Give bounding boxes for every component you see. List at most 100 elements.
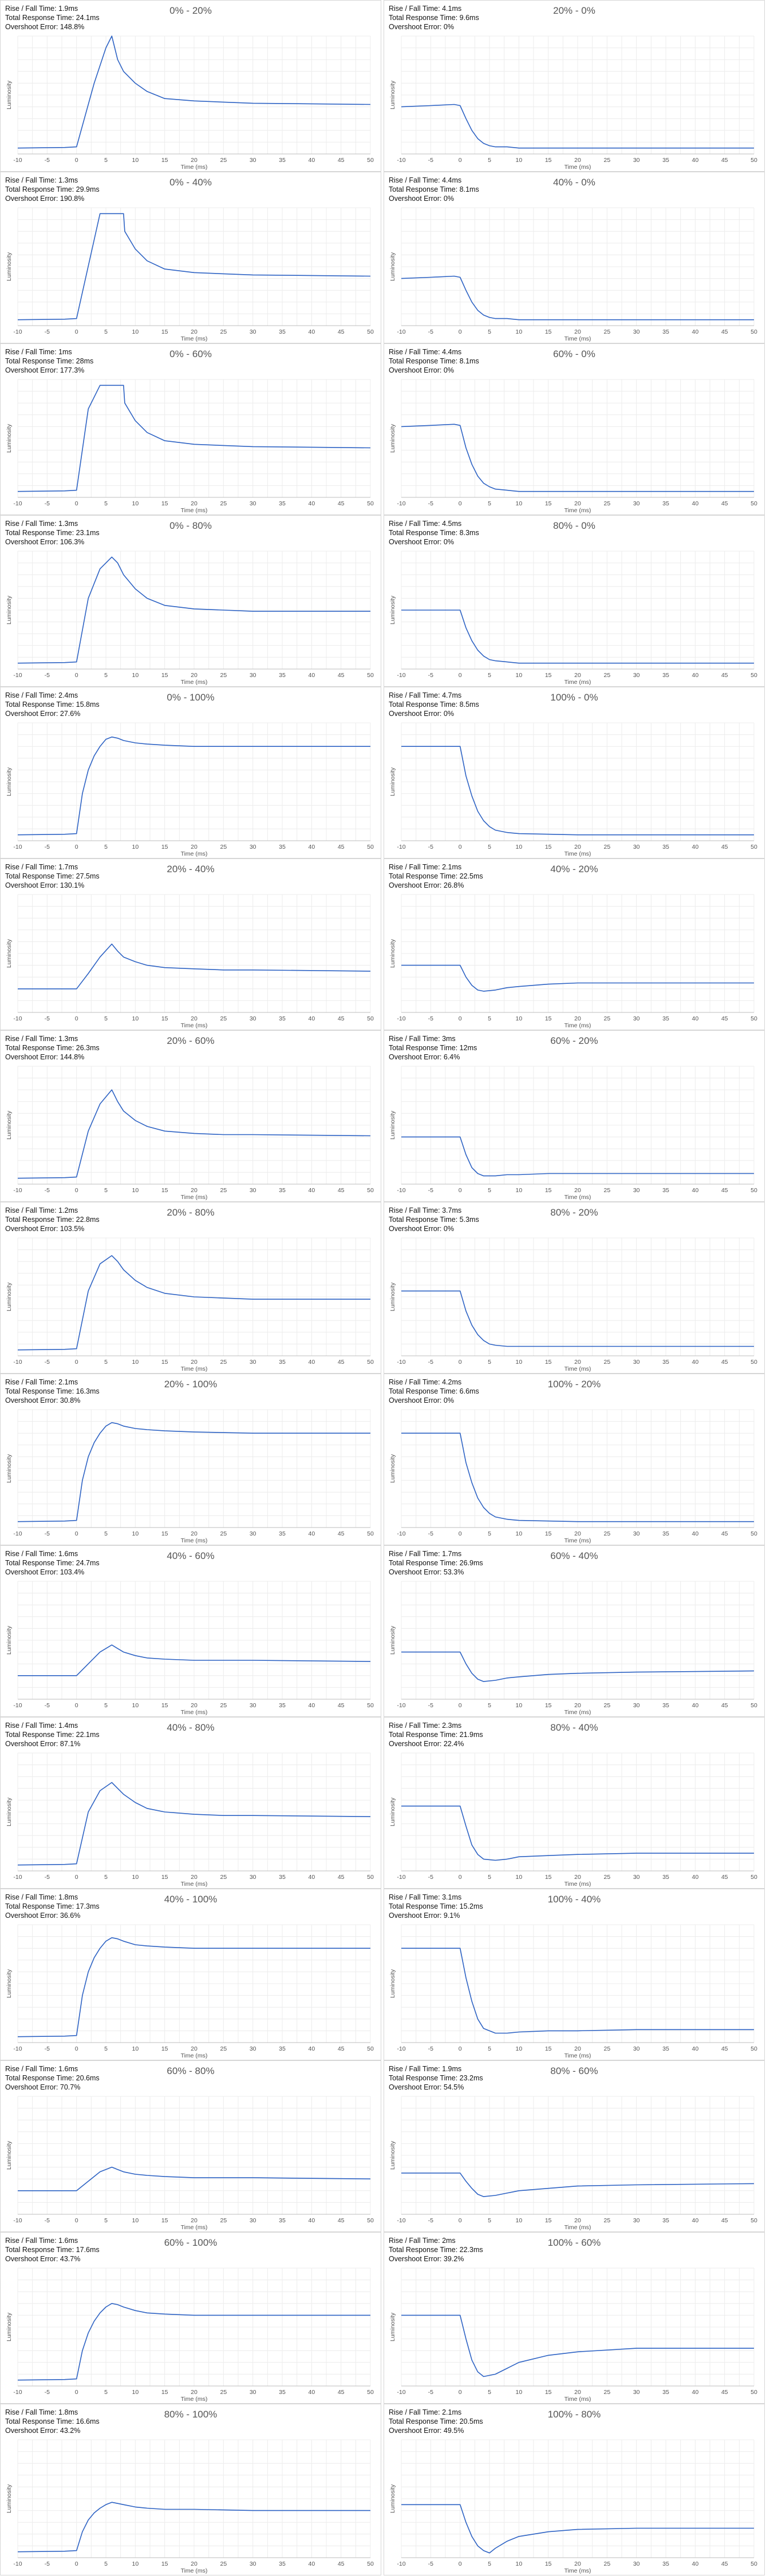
x-tick-label: 20: [574, 2561, 581, 2567]
x-tick-label: 25: [220, 2045, 227, 2052]
x-tick-label: -5: [45, 500, 50, 507]
x-tick-label: 50: [751, 1702, 757, 1709]
x-tick-label: 40: [692, 2389, 698, 2396]
x-tick-label: 5: [104, 844, 108, 850]
x-tick-label: 5: [104, 1702, 108, 1709]
x-tick-label: 45: [721, 844, 728, 850]
x-tick-label: 30: [250, 2217, 256, 2224]
x-tick-label: 40: [692, 1702, 698, 1709]
series-line: [401, 2504, 754, 2554]
stat-total: Total Response Time: 26.3ms: [5, 1044, 100, 1052]
stat-overshoot: Overshoot Error: 103.4%: [5, 1568, 85, 1576]
chart-svg: -10 -5 0 5 10 15 20 25 30 35 40 45 50 Time (ms) Lumino…: [389, 1581, 757, 1716]
chart-panel: Rise / Fall Time: 4.1ms Total Response Ti…: [384, 0, 765, 172]
y-axis-label: Luminosity: [389, 252, 396, 281]
x-tick-label: 5: [104, 329, 108, 335]
stat-total: Total Response Time: 17.3ms: [5, 1902, 100, 1910]
x-tick-label: 35: [279, 672, 286, 679]
x-tick-label: 5: [104, 500, 108, 507]
x-tick-label: 5: [104, 672, 108, 679]
stat-overshoot: Overshoot Error: 6.4%: [389, 1053, 460, 1061]
stats-block: Rise / Fall Time: 1.8ms Total Response Ti…: [5, 1893, 100, 1920]
x-tick-label: 50: [367, 1874, 374, 1881]
stats-block: Rise / Fall Time: 1.7ms Total Response Ti…: [389, 1549, 483, 1577]
x-tick-label: 10: [515, 2217, 522, 2224]
x-tick-label: 20: [191, 1702, 198, 1709]
x-tick-label: 30: [633, 2217, 640, 2224]
x-tick-label: 20: [574, 157, 581, 164]
stat-overshoot: Overshoot Error: 0%: [389, 538, 454, 546]
x-tick-label: 30: [250, 1015, 256, 1022]
y-axis-label: Luminosity: [389, 595, 396, 624]
chart-panel: Rise / Fall Time: 1.2ms Total Response Ti…: [0, 1202, 381, 1374]
x-tick-label: 10: [132, 844, 139, 850]
x-tick-label: 25: [220, 1015, 227, 1022]
x-tick-label: 15: [545, 500, 552, 507]
x-tick-label: 15: [161, 1530, 168, 1537]
chart-panel: Rise / Fall Time: 2.1ms Total Response Ti…: [0, 1374, 381, 1545]
stats-block: Rise / Fall Time: 4.1ms Total Response Ti…: [389, 4, 479, 31]
stat-rise-fall: Rise / Fall Time: 1.9ms: [389, 2065, 462, 2073]
stat-rise-fall: Rise / Fall Time: 2.4ms: [5, 691, 78, 699]
x-tick-label: 50: [367, 157, 374, 164]
x-tick-label: 15: [161, 844, 168, 850]
x-tick-label: 35: [662, 2561, 669, 2567]
chart-svg: -10 -5 0 5 10 15 20 25 30 35 40 45 50 Time (ms) Lumino…: [6, 207, 374, 342]
stat-total: Total Response Time: 22.1ms: [5, 1731, 100, 1739]
x-tick-label: 15: [545, 157, 552, 164]
x-tick-label: 30: [633, 1530, 640, 1537]
x-tick-label: 40: [308, 1874, 315, 1881]
x-axis-label: Time (ms): [564, 335, 591, 342]
y-axis-label: Luminosity: [389, 1797, 396, 1826]
x-tick-label: 50: [367, 2389, 374, 2396]
x-tick-label: 25: [603, 500, 610, 507]
stat-overshoot: Overshoot Error: 106.3%: [5, 538, 85, 546]
x-tick-label: -5: [428, 1530, 433, 1537]
x-tick-label: 15: [545, 1015, 552, 1022]
x-tick-label: 40: [692, 1359, 698, 1366]
x-tick-label: 50: [367, 2217, 374, 2224]
chart-svg: -10 -5 0 5 10 15 20 25 30 35 40 45 50 Time (ms) Lumino…: [6, 2268, 374, 2403]
x-axis-label: Time (ms): [564, 1194, 591, 1201]
stat-total: Total Response Time: 8.5ms: [389, 701, 479, 709]
x-axis-label: Time (ms): [564, 1537, 591, 1544]
stats-block: Rise / Fall Time: 1.9ms Total Response Ti…: [5, 4, 100, 31]
stat-overshoot: Overshoot Error: 0%: [389, 1396, 454, 1404]
series-line: [401, 2173, 755, 2197]
series-line: [17, 35, 371, 149]
x-axis-label: Time (ms): [564, 1022, 591, 1029]
stats-block: Rise / Fall Time: 1.4ms Total Response Ti…: [5, 1721, 100, 1748]
chart-svg: -10 -5 0 5 10 15 20 25 30 35 40 45 50 Time (ms) Lumino…: [6, 35, 374, 171]
x-axis-label: Time (ms): [181, 679, 208, 686]
x-tick-label: 25: [603, 672, 610, 679]
series-line: [17, 2502, 370, 2553]
x-tick-label: 30: [250, 1187, 256, 1194]
x-tick-label: 15: [545, 1187, 552, 1194]
stat-rise-fall: Rise / Fall Time: 4.2ms: [389, 1378, 462, 1386]
x-tick-label: 5: [104, 1187, 108, 1194]
x-tick-label: 40: [692, 2217, 698, 2224]
x-tick-label: 40: [308, 157, 315, 164]
stat-rise-fall: Rise / Fall Time: 1.2ms: [5, 1206, 78, 1214]
stat-total: Total Response Time: 8.3ms: [389, 529, 479, 537]
x-tick-label: 5: [488, 2389, 491, 2396]
x-tick-label: -5: [45, 1359, 50, 1366]
x-tick-label: 40: [692, 844, 698, 850]
x-tick-label: 45: [721, 1530, 728, 1537]
y-axis-label: Luminosity: [6, 1110, 13, 1139]
x-tick-label: 15: [161, 1015, 168, 1022]
y-axis-label: Luminosity: [6, 1797, 13, 1826]
x-axis-label: Time (ms): [564, 164, 591, 171]
x-tick-label: -5: [428, 2561, 433, 2567]
series-line: [17, 385, 371, 492]
stat-rise-fall: Rise / Fall Time: 4.1ms: [389, 5, 462, 13]
x-tick-label: 35: [662, 2045, 669, 2052]
x-tick-label: 15: [161, 1874, 168, 1881]
stat-rise-fall: Rise / Fall Time: 1.7ms: [389, 1550, 462, 1558]
chart-svg: -10 -5 0 5 10 15 20 25 30 35 40 45 50 Time (ms) Lumino…: [389, 722, 757, 857]
stat-overshoot: Overshoot Error: 53.3%: [389, 1568, 464, 1576]
stat-overshoot: Overshoot Error: 43.7%: [5, 2255, 81, 2263]
x-axis-label: Time (ms): [564, 679, 591, 686]
x-tick-label: 30: [633, 1702, 640, 1709]
